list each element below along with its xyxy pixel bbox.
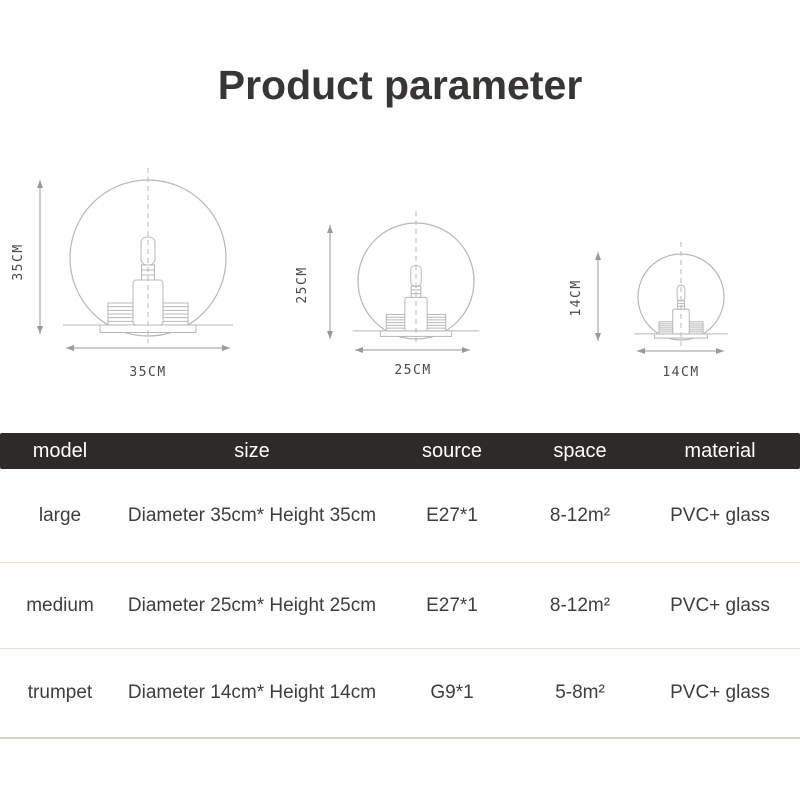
lamp-drawing xyxy=(634,242,728,347)
table-row-large: large Diameter 35cm* Height 35cm E27*1 8… xyxy=(0,469,800,563)
model-value: trumpet xyxy=(27,682,93,703)
source-value: E27*1 xyxy=(426,594,478,616)
large-lamp-height-label: 35CM xyxy=(11,243,26,280)
size-value: Diameter 25cm* Height 25cm xyxy=(127,594,377,616)
space-value: 8-12m² xyxy=(549,594,611,616)
lamp-drawing xyxy=(63,168,233,343)
column-header-size: size xyxy=(234,439,270,462)
column-header-source: source xyxy=(421,439,483,462)
source-value: E27*1 xyxy=(426,504,478,526)
medium-lamp-height-label: 25CM xyxy=(295,266,310,303)
source-value: G9*1 xyxy=(430,682,474,703)
table-row-medium: medium Diameter 25cm* Height 25cm E27*1 … xyxy=(0,563,800,649)
column-header-model: model xyxy=(32,439,88,462)
page-title: Product parameter xyxy=(217,62,583,108)
trumpet-lamp-height-label: 14CM xyxy=(569,279,584,316)
lamp-diagrams: 35CM 35CM 25CM 25CM 14CM 14CM xyxy=(11,168,728,380)
model-value: large xyxy=(38,504,82,526)
trumpet-lamp-width-label: 14CM xyxy=(662,365,699,380)
column-header-material: material xyxy=(684,439,756,462)
large-lamp-width-label: 35CM xyxy=(129,365,166,380)
table-row-trumpet: trumpet Diameter 14cm* Height 14cm G9*1 … xyxy=(0,649,800,739)
lamp-drawing xyxy=(352,211,480,346)
material-value: PVC+ glass xyxy=(670,682,770,703)
space-value: 8-12m² xyxy=(549,504,611,526)
size-value: Diameter 35cm* Height 35cm xyxy=(127,504,377,526)
model-value: medium xyxy=(26,594,94,616)
column-header-space: space xyxy=(553,439,607,462)
material-value: PVC+ glass xyxy=(670,594,770,616)
spec-table: model size source space material large D… xyxy=(0,433,800,739)
space-value: 5-8m² xyxy=(555,682,605,703)
size-value: Diameter 14cm* Height 14cm xyxy=(127,682,377,703)
material-value: PVC+ glass xyxy=(670,504,770,526)
spec-table-header: model size source space material xyxy=(0,433,800,469)
medium-lamp-width-label: 25CM xyxy=(394,363,431,378)
